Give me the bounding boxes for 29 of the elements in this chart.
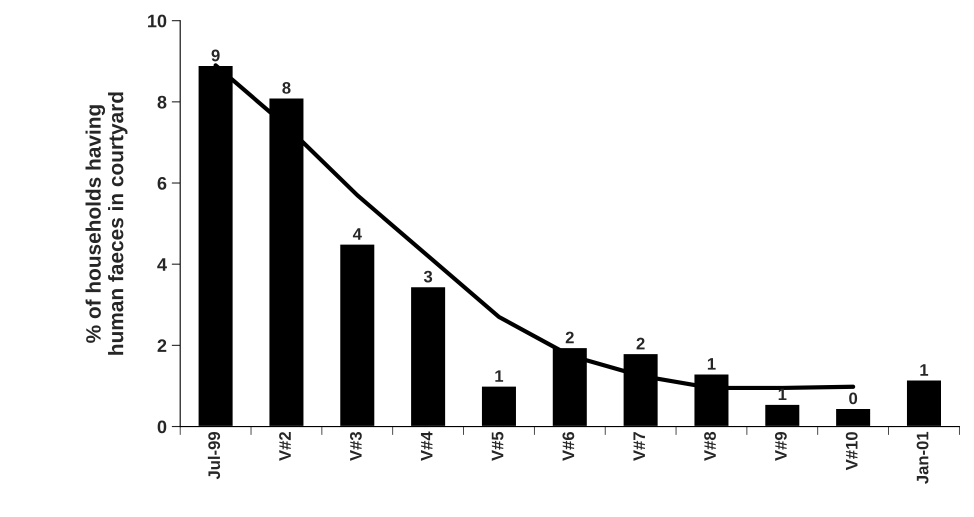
- x-tick-label: Jul-99: [208, 432, 220, 480]
- data-label: 3: [424, 270, 432, 283]
- y-tick-label: 0: [158, 420, 166, 434]
- y-tick-label: 6: [158, 176, 166, 190]
- data-label: 0: [849, 392, 858, 404]
- data-label: 4: [352, 228, 362, 240]
- x-tick-label: V#6: [562, 432, 574, 461]
- x-tick-label: V#2: [279, 432, 291, 461]
- x-tick-label: V#8: [704, 432, 716, 461]
- y-tick-label: 2: [158, 339, 166, 352]
- x-tick-label: V#5: [492, 432, 504, 461]
- y-axis-title: % of households having human faeces in courtyard: [86, 92, 128, 355]
- x-tick-label: V#7: [633, 432, 645, 461]
- data-label: 1: [708, 358, 716, 370]
- data-label: 2: [636, 338, 645, 350]
- x-tick-label: V#10: [846, 432, 858, 470]
- y-tick-label: 8: [158, 96, 166, 109]
- data-label: 9: [212, 50, 220, 62]
- x-tick-label: Jan-01: [916, 432, 928, 484]
- y-tick-label: 10: [148, 14, 166, 28]
- x-tick-label: V#4: [420, 431, 432, 461]
- data-label: 8: [282, 82, 291, 94]
- data-label: 1: [495, 370, 504, 382]
- data-label: 1: [920, 364, 928, 376]
- data-label: 2: [566, 332, 574, 344]
- data-label: 1: [778, 388, 786, 400]
- x-tick-label: V#9: [774, 432, 787, 461]
- y-tick-label: 4: [157, 258, 167, 271]
- x-tick-label: V#3: [350, 432, 362, 461]
